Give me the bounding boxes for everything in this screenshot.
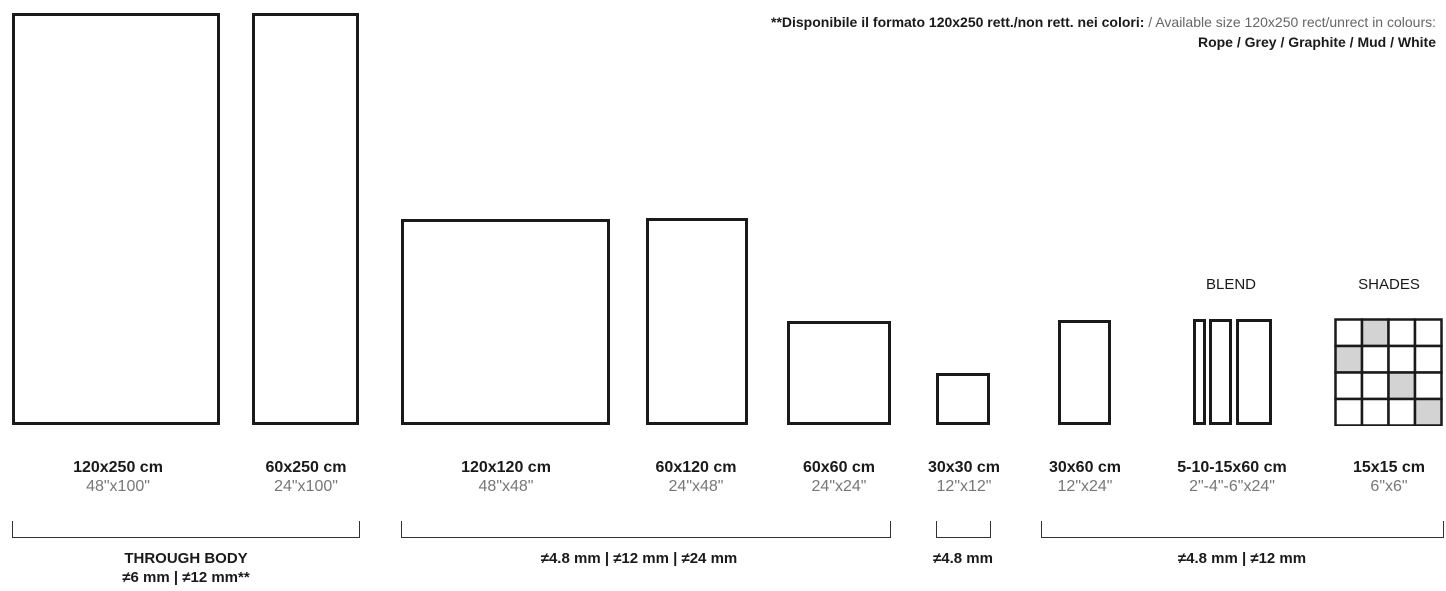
- shades-cell: [1334, 318, 1364, 348]
- group-label: THROUGH BODY ≠6 mm | ≠12 mm**: [36, 549, 336, 587]
- blend-strip-10: [1209, 319, 1232, 425]
- size-label: 60x60 cm 24"x24": [769, 458, 909, 496]
- group-label-line: ≠4.8 mm: [933, 550, 993, 567]
- shades-cell: [1360, 397, 1390, 426]
- blend-strip-15: [1236, 319, 1272, 425]
- tile-120x250: [12, 13, 220, 425]
- size-in: 6"x6": [1370, 478, 1408, 495]
- group-label-line: ≠6 mm | ≠12 mm**: [122, 569, 250, 586]
- size-in: 48"x100": [86, 478, 150, 495]
- blend-header: BLEND: [1205, 276, 1257, 293]
- tile-120x120: [401, 219, 610, 425]
- group-label: ≠4.8 mm: [813, 549, 1113, 568]
- size-label: 30x60 cm 12"x24": [1015, 458, 1155, 496]
- shades-cell: [1334, 397, 1364, 426]
- shades-cell: [1413, 397, 1443, 426]
- shades-cell: [1334, 371, 1364, 401]
- note-colours: Rope / Grey / Graphite / Mud / White: [1197, 34, 1436, 50]
- shades-cell: [1360, 344, 1390, 374]
- shades-cell: [1413, 371, 1443, 401]
- shades-cell: [1387, 371, 1417, 401]
- group-label-line: THROUGH BODY: [124, 550, 248, 567]
- blend-strip-5: [1193, 319, 1206, 425]
- size-in: 24"x100": [274, 478, 338, 495]
- shades-cell: [1360, 371, 1390, 401]
- size-label: 30x30 cm 12"x12": [894, 458, 1034, 496]
- group-bracket-30x30: [936, 521, 991, 538]
- group-label-line: ≠4.8 mm | ≠12 mm: [1177, 550, 1307, 567]
- group-bracket-large: [401, 521, 891, 538]
- shades-cell: [1387, 318, 1417, 348]
- shades-cell: [1413, 344, 1443, 374]
- shades-header: SHADES: [1358, 276, 1420, 293]
- group-label: ≠4.8 mm | ≠12 mm | ≠24 mm: [489, 549, 789, 568]
- group-bracket-through-body: [12, 521, 360, 538]
- size-label: 60x250 cm 24"x100": [236, 458, 376, 496]
- size-cm: 60x60 cm: [802, 459, 876, 476]
- size-label: 5-10-15x60 cm 2"-4"-6"x24": [1162, 458, 1302, 496]
- size-in: 12"x12": [936, 478, 992, 495]
- shades-cell: [1334, 344, 1364, 374]
- shades-grid: [1334, 318, 1443, 426]
- size-label: 15x15 cm 6"x6": [1319, 458, 1446, 496]
- size-cm: 120x120 cm: [461, 459, 551, 476]
- group-label-line: ≠4.8 mm | ≠12 mm | ≠24 mm: [540, 550, 738, 567]
- note-italian: **Disponibile il formato 120x250 rett./n…: [771, 14, 1145, 30]
- size-label: 120x120 cm 48"x48": [436, 458, 576, 496]
- shades-cell: [1387, 397, 1417, 426]
- size-cm: 60x250 cm: [265, 459, 347, 476]
- size-cm: 30x30 cm: [927, 459, 1001, 476]
- tile-30x60: [1058, 320, 1111, 425]
- size-in: 24"x48": [668, 478, 724, 495]
- size-cm: 30x60 cm: [1048, 459, 1122, 476]
- size-label: 120x250 cm 48"x100": [48, 458, 188, 496]
- size-label: 60x120 cm 24"x48": [626, 458, 766, 496]
- shades-cell: [1413, 318, 1443, 348]
- size-cm: 60x120 cm: [655, 459, 737, 476]
- tile-60x60: [787, 321, 891, 425]
- size-in: 24"x24": [811, 478, 867, 495]
- shades-cell: [1387, 344, 1417, 374]
- size-in: 2"-4"-6"x24": [1189, 478, 1275, 495]
- group-bracket-small: [1041, 521, 1444, 538]
- note-english: / Available size 120x250 rect/unrect in …: [1144, 14, 1436, 30]
- group-label: ≠4.8 mm | ≠12 mm: [1092, 549, 1392, 568]
- size-in: 48"x48": [478, 478, 534, 495]
- tile-60x250: [252, 13, 359, 425]
- tile-60x120: [646, 218, 748, 425]
- size-cm: 5-10-15x60 cm: [1177, 459, 1287, 476]
- size-cm: 15x15 cm: [1352, 459, 1426, 476]
- shades-cell: [1360, 318, 1390, 348]
- availability-note: **Disponibile il formato 120x250 rett./n…: [771, 12, 1436, 52]
- size-cm: 120x250 cm: [73, 459, 163, 476]
- tile-30x30: [936, 373, 990, 425]
- size-in: 12"x24": [1057, 478, 1113, 495]
